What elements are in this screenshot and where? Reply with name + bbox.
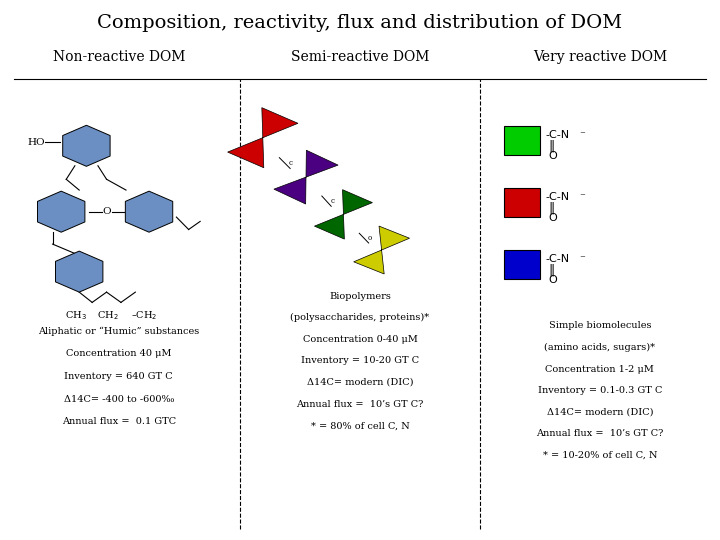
Text: Very reactive DOM: Very reactive DOM: [533, 50, 667, 64]
Text: ⁻: ⁻: [579, 254, 585, 264]
Text: * = 80% of cell C, N: * = 80% of cell C, N: [310, 421, 410, 430]
Polygon shape: [63, 125, 110, 166]
Text: O: O: [102, 207, 111, 216]
Polygon shape: [354, 226, 410, 274]
Polygon shape: [125, 191, 173, 232]
Text: Inventory = 10-20 GT C: Inventory = 10-20 GT C: [301, 356, 419, 366]
Text: ‖: ‖: [549, 139, 555, 152]
Text: Biopolymers: Biopolymers: [329, 292, 391, 301]
Text: Δ14C= modern (DIC): Δ14C= modern (DIC): [546, 408, 653, 417]
Text: –CH$_2$: –CH$_2$: [131, 309, 157, 322]
Text: Semi-reactive DOM: Semi-reactive DOM: [291, 50, 429, 64]
Polygon shape: [55, 251, 103, 292]
Text: * = 10-20% of cell C, N: * = 10-20% of cell C, N: [542, 451, 657, 460]
Text: Δ14C= modern (DIC): Δ14C= modern (DIC): [307, 378, 413, 387]
Bar: [504, 125, 540, 156]
Text: Inventory = 640 GT C: Inventory = 640 GT C: [65, 372, 173, 381]
Text: Δ14C= -400 to -600‰: Δ14C= -400 to -600‰: [63, 395, 174, 404]
Text: CH$_2$: CH$_2$: [97, 309, 119, 322]
Bar: [504, 249, 540, 280]
Text: Concentration 0-40 μM: Concentration 0-40 μM: [302, 335, 418, 344]
Text: Annual flux =  10’s GT C?: Annual flux = 10’s GT C?: [536, 429, 663, 438]
Text: HO: HO: [27, 138, 45, 146]
Text: O: O: [549, 275, 557, 285]
Text: O: O: [549, 151, 557, 160]
Text: (polysaccharides, proteins)*: (polysaccharides, proteins)*: [290, 313, 430, 322]
Text: Annual flux =  10’s GT C?: Annual flux = 10’s GT C?: [297, 400, 423, 409]
Text: Annual flux =  0.1 GTC: Annual flux = 0.1 GTC: [62, 417, 176, 427]
Text: Concentration 1-2 μM: Concentration 1-2 μM: [545, 364, 654, 374]
Bar: [504, 187, 540, 217]
Text: O: O: [549, 213, 557, 222]
Text: Non-reactive DOM: Non-reactive DOM: [53, 50, 185, 64]
Polygon shape: [37, 191, 85, 232]
Text: c: c: [330, 197, 334, 205]
Text: ⁻: ⁻: [579, 130, 585, 140]
Text: ⁻: ⁻: [579, 192, 585, 202]
Text: Concentration 40 μM: Concentration 40 μM: [66, 349, 171, 359]
Text: o: o: [368, 234, 372, 242]
Text: ‖: ‖: [549, 201, 555, 214]
Polygon shape: [228, 107, 298, 168]
Text: (amino acids, sugars)*: (amino acids, sugars)*: [544, 343, 655, 352]
Text: -C-N: -C-N: [546, 130, 570, 140]
Text: c: c: [289, 159, 292, 167]
Polygon shape: [315, 190, 372, 239]
Text: -C-N: -C-N: [546, 254, 570, 264]
Text: -C-N: -C-N: [546, 192, 570, 202]
Text: ‖: ‖: [549, 264, 555, 276]
Text: Simple biomolecules: Simple biomolecules: [549, 321, 651, 330]
Text: Aliphatic or “Humic” substances: Aliphatic or “Humic” substances: [38, 327, 199, 336]
Text: CH$_3$: CH$_3$: [65, 309, 86, 322]
Text: Inventory = 0.1-0.3 GT C: Inventory = 0.1-0.3 GT C: [538, 386, 662, 395]
Text: Composition, reactivity, flux and distribution of DOM: Composition, reactivity, flux and distri…: [97, 14, 623, 31]
Polygon shape: [274, 150, 338, 204]
